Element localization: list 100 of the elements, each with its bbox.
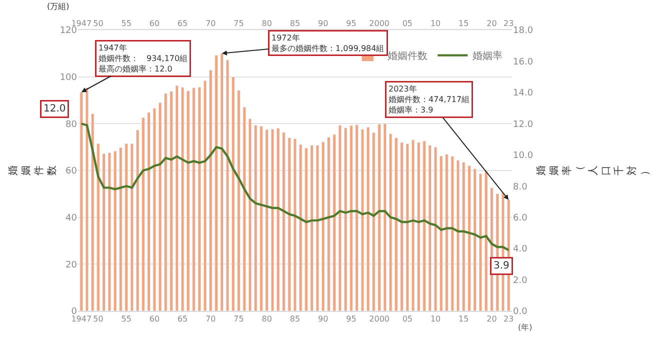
bar [468,165,471,311]
bar [242,106,246,311]
bar [378,124,381,311]
x2-tick-label: 55 [121,314,132,324]
bar [321,142,325,311]
bar [130,143,134,311]
x-tick-label: 2000 [369,18,390,28]
bar [276,128,280,311]
legend-label: 婚姻件数 [388,51,428,62]
y-tick-label: 80 [66,120,78,130]
x-tick-label: 80 [262,18,272,28]
bar [102,153,106,311]
x-tick-label: 95 [346,18,356,28]
y-tick-label: 40 [66,213,78,224]
text: (万組) [47,2,70,11]
y-tick-label: 100 [60,72,78,83]
annotation: 2023年婚姻件数：474,717組婚姻率：3.9 [388,84,470,114]
x2-tick-label: 2000 [369,314,390,324]
bar [366,126,370,311]
annotation: 3.9 [494,260,510,272]
bar [344,128,348,311]
y2-tick-label: 14.0 [513,88,534,99]
x-tick-label: 10 [430,18,441,28]
bar [456,160,460,311]
bar [445,154,448,311]
x2-tick-label: 10 [430,314,441,324]
bar [260,126,263,311]
bar [209,70,212,311]
bar [119,147,122,311]
y2-tick-label: 10.0 [513,151,534,162]
y2-tick-label: 2.0 [513,276,528,286]
x-tick-label: 05 [402,18,413,28]
y2-tick-label: 8.0 [513,182,528,192]
bar [394,137,398,311]
y2-tick-label: 0.0 [513,307,528,318]
bar [158,102,162,311]
bar [355,124,358,311]
x2-tick-label: 75 [234,314,244,324]
text: 婚姻率（人口千対） [536,166,651,176]
x-tick-label: 70 [206,18,216,28]
x2-tick-label: 90 [318,314,328,324]
bar [282,132,286,311]
x-axis-title: (年) [518,323,532,332]
bar [248,118,252,311]
x2-tick-label: 95 [346,314,356,324]
x2-tick-label: 70 [206,314,216,324]
bar [417,142,420,311]
x2-tick-label: 65 [177,314,188,324]
y-tick-label: 60 [66,166,78,177]
bar [298,144,302,311]
x-tick-label: 15 [458,18,469,28]
y2-tick-label: 6.0 [513,213,528,224]
bar [198,86,202,311]
x2-tick-label: 15 [458,314,469,324]
bar [383,123,387,311]
bar [360,129,364,311]
bar [400,142,404,311]
bar [473,168,477,311]
bar [327,137,330,311]
x2-tick-label: 60 [149,314,160,324]
bar [462,162,466,311]
bar [440,156,443,311]
annotation: 1972年最多の婚姻件数：1,099,984組 [272,34,384,53]
x-tick-label: 55 [121,18,132,28]
x2-tick-label: 85 [290,314,300,324]
x2-tick-label: 05 [402,314,413,324]
bar [226,60,230,311]
x-tick-label: 50 [93,18,104,28]
y2-tick-label: 18.0 [513,26,534,36]
bar [254,125,258,311]
bar [406,144,410,311]
y2-tick-label: 12.0 [513,120,534,130]
bar [428,144,432,311]
bar [192,88,196,311]
text: 12.0 [44,104,66,114]
bar [422,140,426,311]
y-tick-label: 120 [60,26,78,36]
bar [124,143,128,311]
bar [411,140,415,311]
bar [304,148,308,311]
x-tick-label: 85 [290,18,300,28]
bar [450,156,454,311]
x2-tick-label: 50 [93,314,104,324]
bar [332,134,336,311]
bar [350,125,353,311]
bar [270,128,274,311]
y2-tick-label: 16.0 [513,57,534,68]
bar [203,80,207,311]
x-tick-label: 65 [177,18,188,28]
bar [175,85,179,311]
bar [152,108,156,311]
bar [232,76,235,311]
bar [310,144,314,311]
bar [288,137,292,311]
x2-tick-label: 20 [486,314,497,324]
bar [388,133,392,311]
x2-tick-label: 23 [504,314,514,324]
x-tick-label: 23 [504,18,514,28]
y-tick-label: 20 [66,260,78,270]
bar [136,130,140,311]
